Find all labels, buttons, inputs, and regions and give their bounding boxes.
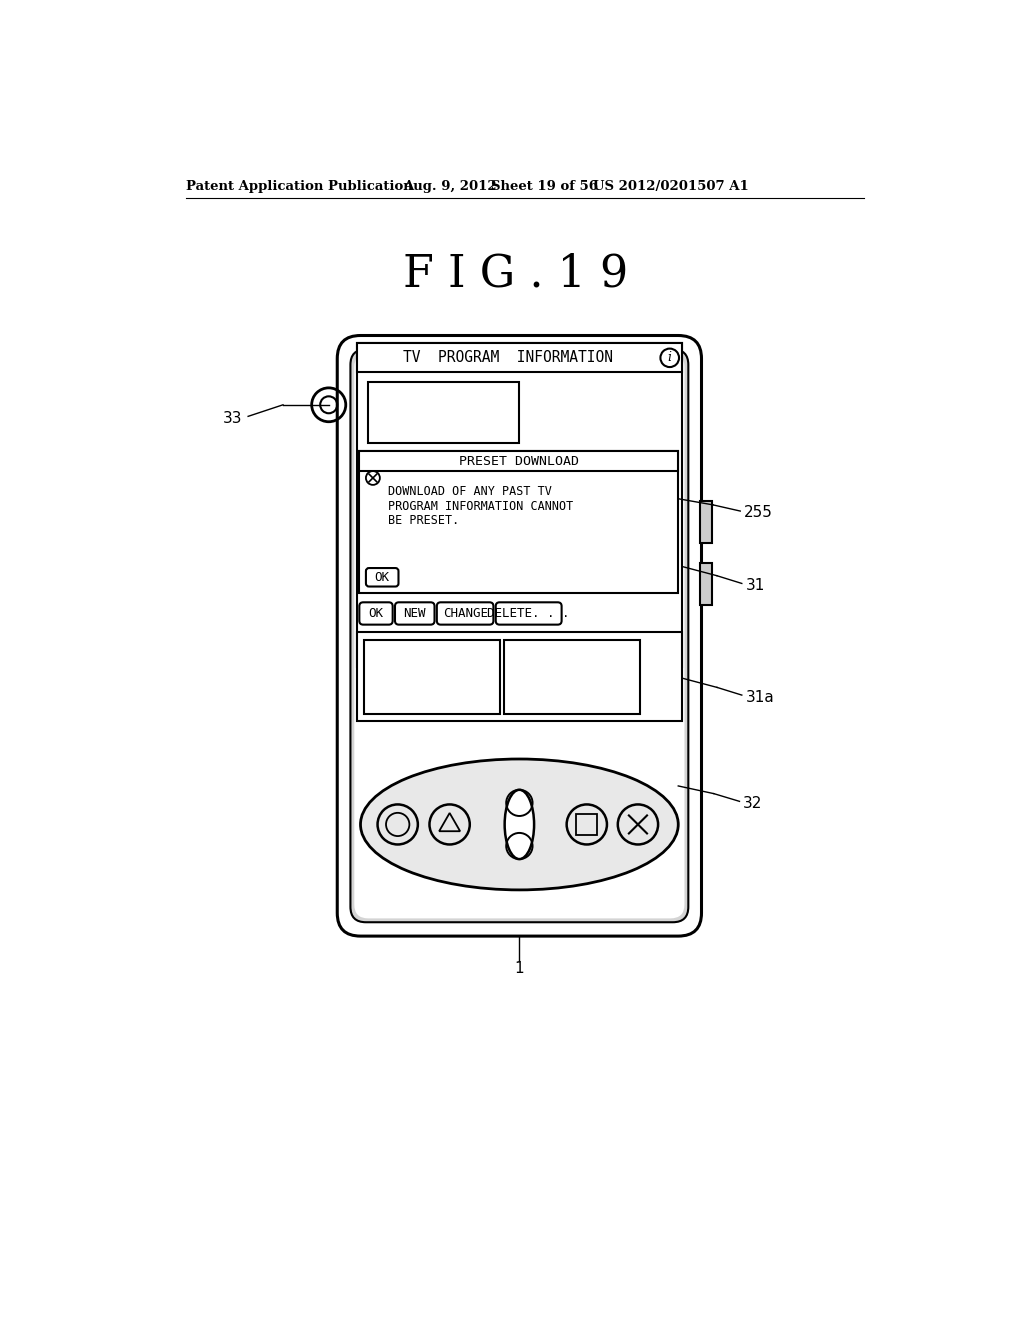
FancyBboxPatch shape [395, 602, 434, 624]
Text: Patent Application Publication: Patent Application Publication [186, 181, 413, 194]
FancyBboxPatch shape [354, 354, 684, 919]
Ellipse shape [360, 759, 678, 890]
Text: 1: 1 [515, 961, 524, 975]
Text: DELETE. . .: DELETE. . . [487, 607, 570, 620]
Bar [365, 640, 500, 714]
Bar [356, 343, 682, 667]
FancyBboxPatch shape [437, 602, 494, 624]
Text: NEW: NEW [403, 607, 426, 620]
Text: Aug. 9, 2012: Aug. 9, 2012 [403, 181, 497, 194]
Bar [700, 502, 713, 544]
Text: 31: 31 [745, 578, 765, 593]
Text: TV  PROGRAM  INFORMATION: TV PROGRAM INFORMATION [402, 350, 612, 366]
Ellipse shape [505, 789, 535, 859]
Bar [359, 451, 678, 471]
Bar [356, 343, 682, 372]
Text: 31a: 31a [745, 690, 774, 705]
Text: PROGRAM INFORMATION CANNOT: PROGRAM INFORMATION CANNOT [388, 500, 573, 513]
Text: OK: OK [375, 570, 390, 583]
Text: Sheet 19 of 56: Sheet 19 of 56 [490, 181, 598, 194]
FancyBboxPatch shape [366, 568, 398, 586]
Text: F I G . 1 9: F I G . 1 9 [402, 252, 628, 296]
Text: BE PRESET.: BE PRESET. [388, 515, 460, 527]
Text: 33: 33 [223, 411, 243, 426]
Bar [700, 562, 713, 605]
Bar [577, 814, 597, 834]
Text: i: i [668, 351, 672, 364]
Text: PRESET DOWNLOAD: PRESET DOWNLOAD [459, 454, 579, 467]
FancyBboxPatch shape [359, 602, 392, 624]
Text: OK: OK [369, 607, 384, 620]
Bar [504, 640, 640, 714]
Text: DOWNLOAD OF ANY PAST TV: DOWNLOAD OF ANY PAST TV [388, 484, 552, 498]
Bar [359, 451, 678, 594]
Bar [369, 381, 519, 444]
Bar [356, 632, 682, 721]
Text: 255: 255 [744, 506, 773, 520]
FancyBboxPatch shape [350, 350, 688, 923]
Text: US 2012/0201507 A1: US 2012/0201507 A1 [593, 181, 749, 194]
Text: 32: 32 [742, 796, 762, 812]
Text: CHANGE: CHANGE [442, 607, 487, 620]
FancyBboxPatch shape [496, 602, 561, 624]
FancyBboxPatch shape [337, 335, 701, 936]
